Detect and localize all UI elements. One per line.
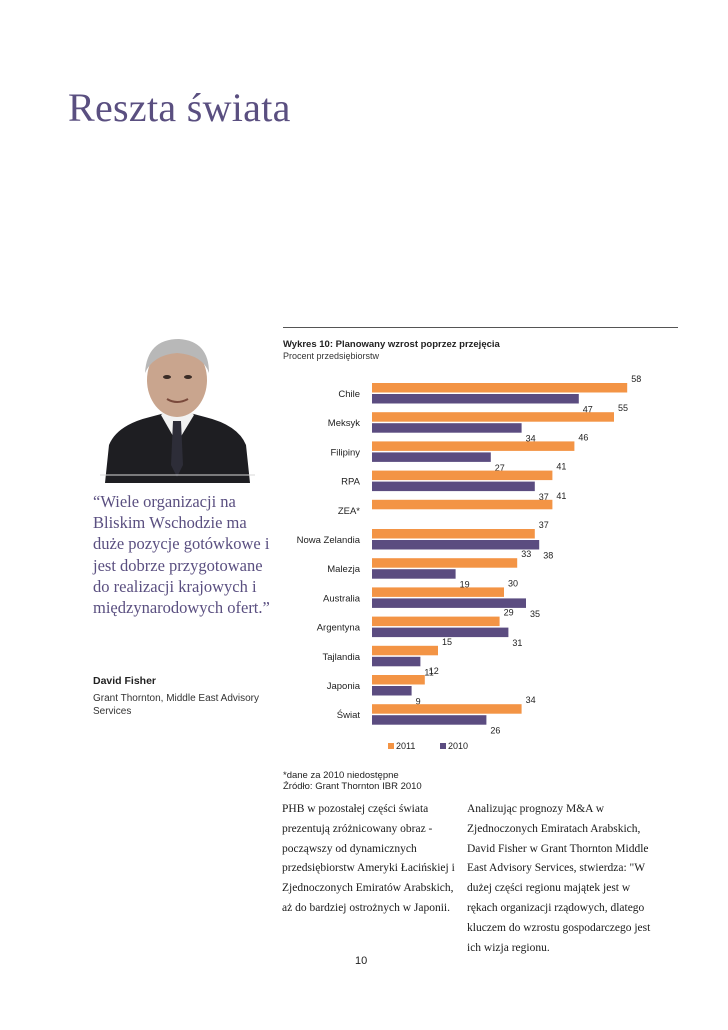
bar-2010	[372, 452, 491, 462]
data-label-2011: 30	[508, 578, 518, 588]
bar-2010	[372, 540, 540, 550]
chart-top-rule	[283, 327, 678, 328]
data-label-2011: 41	[556, 491, 566, 501]
data-label-2011: 34	[526, 695, 536, 705]
bar-2010	[372, 598, 526, 608]
data-label-2010: 19	[460, 580, 470, 590]
data-label-2011: 55	[618, 403, 628, 413]
data-label-2010: 27	[495, 463, 505, 473]
bar-2011	[372, 675, 425, 685]
bar-2010	[372, 394, 579, 404]
bar-2011	[372, 704, 522, 714]
data-label-2011: 37	[539, 520, 549, 530]
bar-2011	[372, 645, 438, 656]
legend-label-2010: 2010	[448, 741, 468, 751]
bar-2011	[372, 499, 553, 510]
data-label-2011: 15	[442, 637, 452, 647]
chart-title: Wykres 10: Planowany wzrost poprzez prze…	[283, 339, 500, 350]
bar-2011	[372, 529, 535, 539]
bar-2010	[372, 569, 456, 579]
quote-author-role: Grant Thornton, Middle East Advisory Ser…	[93, 693, 260, 717]
data-label-2011: 58	[631, 374, 641, 384]
bar-2010	[372, 423, 522, 433]
category-label: Tajlandia	[323, 652, 361, 663]
pull-quote: “Wiele organizacji na Bliskim Wschodzie …	[93, 492, 270, 618]
legend-swatch-2010	[440, 743, 446, 749]
chart-source: Źródło: Grant Thornton IBR 2010	[283, 781, 422, 792]
page-number: 10	[355, 955, 368, 967]
category-label: RPA	[341, 477, 360, 488]
body-text-right: Analizując prognozy M&A w Zjednoczonych …	[467, 803, 651, 954]
bar-2010	[372, 656, 421, 667]
bar-2010	[372, 686, 412, 696]
legend-label-2011: 2011	[396, 741, 415, 751]
bar-2011	[372, 470, 553, 481]
data-label-2011: 33	[521, 549, 531, 559]
data-label-2010: 31	[512, 638, 522, 648]
data-label-2010: 11	[424, 667, 433, 677]
chart-note: *dane za 2010 niedostępne	[283, 770, 399, 781]
category-label: Japonia	[327, 681, 361, 692]
bar-2011	[372, 587, 504, 597]
portrait-photo	[95, 325, 260, 483]
category-label: Chile	[338, 389, 360, 400]
chart-subtitle: Procent przedsiębiorstw	[283, 351, 380, 361]
bar-2011	[372, 558, 518, 568]
category-label: Nowa Zelandia	[297, 535, 361, 546]
bar-2010	[372, 627, 509, 638]
category-label: Argentyna	[317, 623, 361, 634]
category-label: Filipiny	[330, 447, 360, 458]
data-label-2010: 9	[416, 697, 421, 707]
bar-2010	[372, 481, 535, 492]
quote-author-name: David Fisher	[93, 675, 157, 687]
legend-swatch-2011	[388, 743, 394, 749]
data-label-2010: 47	[583, 405, 593, 415]
data-label-2011: 29	[504, 608, 514, 618]
category-label: ZEA*	[338, 506, 360, 517]
bar-2010	[372, 715, 487, 725]
category-label: Australia	[323, 593, 361, 604]
bar-2011	[372, 616, 500, 627]
data-label-2010: 26	[490, 726, 500, 736]
category-label: Meksyk	[328, 418, 360, 429]
data-label-2010: 35	[530, 609, 540, 619]
data-label-2010: 37	[539, 492, 549, 502]
bar-2011	[372, 383, 628, 393]
page-title: Reszta świata	[68, 85, 291, 130]
data-label-2010: 38	[543, 551, 553, 561]
body-text-left: PHB w pozostałej części świata prezentuj…	[282, 803, 455, 914]
bar-2011	[372, 412, 614, 422]
data-label-2011: 41	[556, 462, 566, 472]
category-label: Malezja	[327, 564, 360, 575]
data-label-2011: 12	[429, 666, 439, 676]
data-label-2011: 46	[578, 432, 588, 442]
bar-2011	[372, 441, 575, 451]
category-label: Świat	[337, 709, 361, 721]
data-label-2010: 34	[526, 434, 536, 444]
